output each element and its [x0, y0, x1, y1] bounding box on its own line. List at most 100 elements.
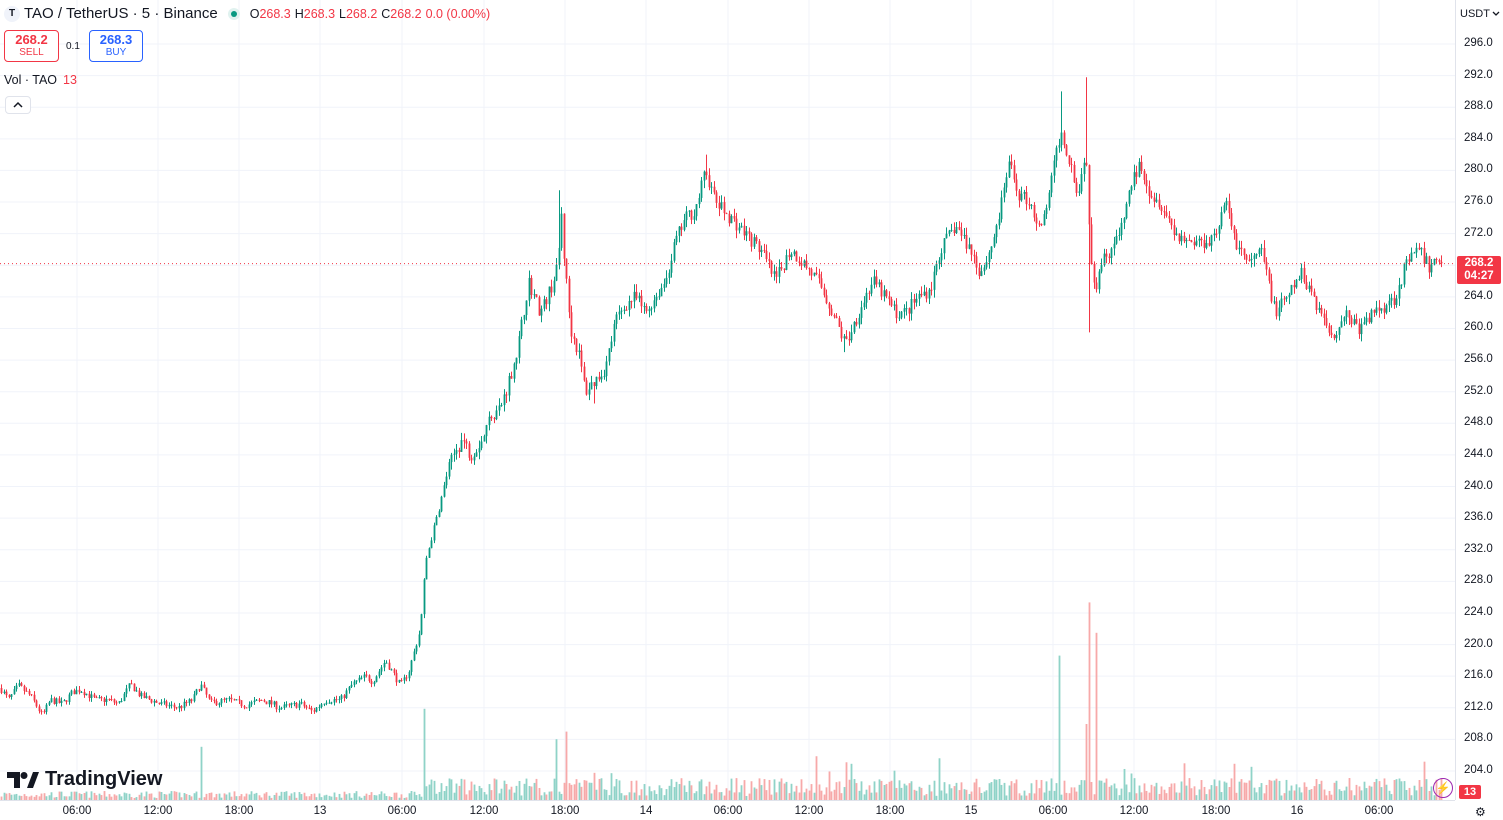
candle-body [1108, 256, 1111, 258]
volume-legend[interactable]: Vol · TAO 13 [4, 73, 77, 87]
volume-bar [505, 784, 508, 800]
candle-body [1435, 259, 1438, 261]
candle-body [1048, 192, 1051, 208]
candle-body [595, 376, 598, 387]
candle-body [253, 700, 256, 703]
volume-bar [1283, 793, 1286, 800]
volume-bar [245, 793, 248, 800]
volume-bar [325, 794, 328, 800]
volume-bar [183, 793, 186, 800]
candle-body [423, 579, 426, 615]
candle-body [65, 700, 68, 703]
candle-body [58, 698, 61, 703]
candle-body [1373, 309, 1376, 313]
volume-bar [180, 797, 183, 800]
candle-body [1340, 321, 1343, 328]
candle-body [88, 693, 91, 698]
volume-bar [1225, 782, 1228, 800]
candle-body [430, 540, 433, 549]
candle-body [68, 694, 71, 703]
candle-body [1418, 247, 1421, 250]
candle-body [1403, 263, 1406, 285]
candle-body [710, 186, 713, 188]
candle-body [635, 291, 638, 299]
candle-body [753, 237, 756, 247]
candle-body [108, 698, 111, 700]
volume-bar [1433, 795, 1436, 800]
volume-bar [1070, 787, 1073, 800]
candle-body [1038, 223, 1041, 225]
buy-button[interactable]: 268.3 BUY [89, 30, 143, 62]
volume-bar [128, 793, 131, 800]
volume-bar [288, 795, 291, 800]
candle-body [813, 272, 816, 276]
volume-bar [555, 739, 558, 800]
candle-body [773, 271, 776, 274]
volume-bar [1050, 778, 1053, 800]
volume-bar [1205, 794, 1208, 800]
candle-body [1343, 317, 1346, 322]
candle-body [450, 454, 453, 463]
time-axis[interactable]: 06:00 12:00 18:00 13 06:00 12:00 18:00 14 06:00 1… [0, 800, 1455, 820]
volume-bar [1080, 780, 1083, 800]
candle-body [615, 314, 618, 324]
candle-body [218, 703, 221, 706]
candlestick-chart[interactable] [0, 0, 1455, 800]
volume-bar [838, 781, 841, 800]
candle-body [185, 701, 188, 704]
tradingview-logo[interactable]: TradingView [7, 768, 162, 791]
volume-bar [475, 791, 478, 800]
price-axis[interactable]: USDT 296.0 292.0 288.0 284.0 280.0 276.0 272.0… [1455, 0, 1503, 800]
candle-body [653, 300, 656, 309]
volume-bar [360, 797, 363, 800]
time-tick-label: 18:00 [550, 805, 580, 817]
candle-body [80, 691, 83, 693]
volume-bar [535, 778, 538, 800]
volume-bar [93, 792, 96, 800]
candle-body [1355, 319, 1358, 324]
lightning-icon[interactable]: ⚡ [1433, 778, 1453, 798]
candle-body [3, 691, 6, 693]
candle-body [780, 267, 783, 269]
collapse-legend-button[interactable] [5, 96, 31, 114]
volume-bar [303, 792, 306, 800]
volume-bar [1143, 783, 1146, 800]
candle-body [440, 496, 443, 512]
volume-bar [385, 795, 388, 800]
buy-price: 268.3 [99, 32, 133, 47]
volume-bar [1263, 793, 1266, 800]
volume-bar [1385, 784, 1388, 800]
candle-body [105, 698, 108, 702]
candle-body [853, 321, 856, 333]
candle-body [240, 700, 243, 707]
symbol-logo-icon[interactable]: T [4, 5, 20, 22]
volume-bar [1150, 784, 1153, 800]
volume-bar [1075, 791, 1078, 800]
candle-body [453, 453, 456, 455]
candle-body [1315, 296, 1318, 311]
currency-selector[interactable]: USDT [1457, 4, 1503, 24]
candle-body [13, 689, 16, 695]
candle-body [785, 255, 788, 270]
volume-bar [908, 783, 911, 800]
volume-bar [1320, 780, 1323, 800]
candle-body [1278, 307, 1281, 317]
volume-bar [1373, 782, 1376, 800]
gear-icon[interactable]: ⚙ [1475, 805, 1486, 819]
sell-button[interactable]: 268.2 SELL [4, 30, 59, 62]
candle-body [220, 698, 223, 704]
candle-body [765, 250, 768, 259]
candle-body [160, 702, 163, 704]
candle-body [45, 704, 48, 712]
volume-bar [80, 794, 83, 800]
volume-bar [1273, 780, 1276, 800]
market-open-icon[interactable] [227, 7, 240, 20]
candle-body [445, 476, 448, 486]
candle-body [855, 321, 858, 325]
candle-body [528, 277, 531, 301]
volume-bar [740, 785, 743, 800]
symbol-title[interactable]: TAO / TetherUS · 5 · Binance [24, 5, 218, 22]
candle-body [163, 701, 166, 703]
candle-body [985, 262, 988, 268]
chart-area[interactable] [0, 0, 1455, 800]
